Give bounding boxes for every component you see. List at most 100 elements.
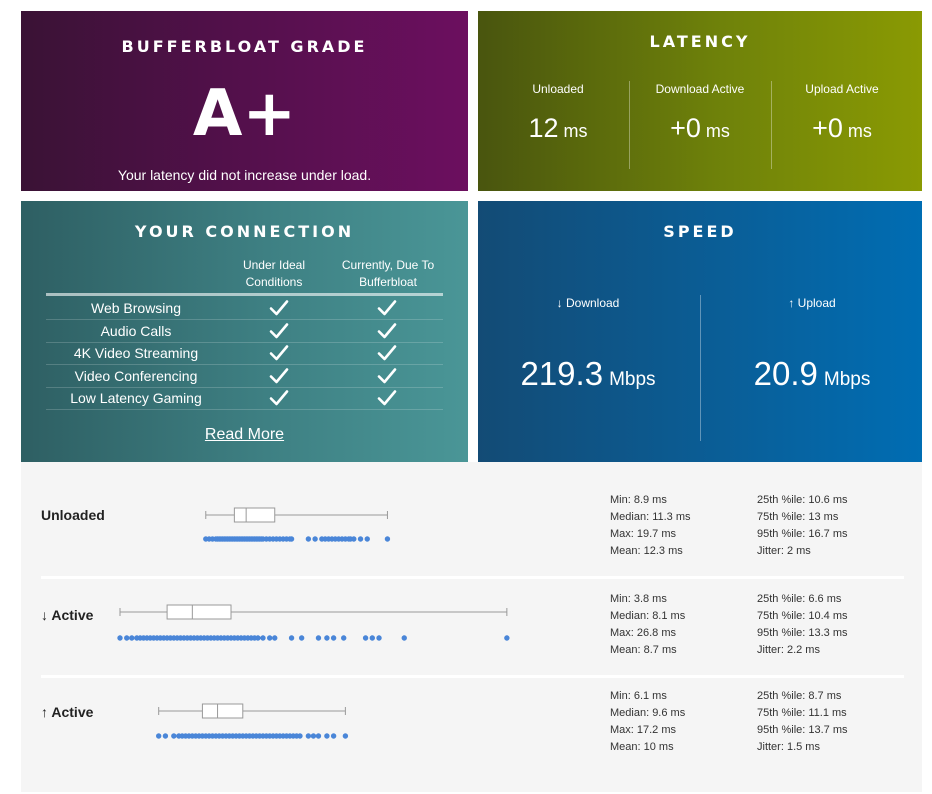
stat-p95: 95th %ile: 13.3 ms <box>757 627 848 639</box>
row-separator <box>41 576 904 579</box>
stat-jitter: Jitter: 1.5 ms <box>757 741 820 753</box>
check-icon <box>269 389 289 407</box>
latency-unloaded-unit: ms <box>563 121 588 141</box>
latency-details: Unloaded Min: 8.9 ms Median: 11.3 ms Max… <box>21 462 922 792</box>
data-point <box>341 635 347 641</box>
detail-row-download-active: ↓ Active Min: 3.8 ms Median: 8.1 ms Max:… <box>21 579 922 677</box>
stat-p25: 25th %ile: 8.7 ms <box>757 690 842 702</box>
stat-p75: 75th %ile: 11.1 ms <box>757 707 847 719</box>
connection-row-label: Low Latency Gaming <box>70 390 202 406</box>
data-point <box>288 536 295 542</box>
stat-min: Min: 8.9 ms <box>610 494 667 506</box>
stat-min: Min: 6.1 ms <box>610 690 667 702</box>
data-point <box>330 635 337 641</box>
connection-row-label: Video Conferencing <box>74 367 198 384</box>
download-speed: ↓ Download 219.3 Mbps <box>488 295 688 399</box>
data-point <box>260 635 266 641</box>
data-point <box>310 733 317 739</box>
iqr-box <box>201 703 244 719</box>
speed-card: SPEED ↓ Download 219.3 Mbps ↑ Upload 20.9… <box>478 201 922 462</box>
stats-right: 25th %ile: 6.6 ms 75th %ile: 10.4 ms 95t… <box>757 591 848 659</box>
detail-row-upload-active: ↑ Active Min: 6.1 ms Median: 9.6 ms Max:… <box>21 678 922 776</box>
latency-download-unit: ms <box>705 121 730 141</box>
connection-title: YOUR CONNECTION <box>134 222 355 241</box>
data-point <box>162 733 169 739</box>
data-point <box>266 635 273 641</box>
latency-upload-active: Upload Active +0 ms <box>772 81 912 146</box>
data-point <box>357 536 364 542</box>
check-icon <box>377 344 397 362</box>
connection-row: 4K Video Streaming <box>46 342 443 365</box>
stat-min: Min: 3.8 ms <box>610 593 667 605</box>
latency-unloaded-value: 12 <box>528 113 559 143</box>
latency-upload-unit: ms <box>847 121 872 141</box>
grade-title: BUFFERBLOAT GRADE <box>121 37 368 56</box>
upload-speed: ↑ Upload 20.9 Mbps <box>712 295 912 399</box>
latency-unloaded: Unloaded 12 ms <box>488 81 628 146</box>
row-separator <box>41 675 904 678</box>
connection-row-label: Audio Calls <box>100 322 172 339</box>
stat-jitter: Jitter: 2 ms <box>757 545 811 557</box>
check-icon <box>269 344 289 362</box>
stat-max: Max: 19.7 ms <box>610 528 677 540</box>
data-point <box>272 635 278 641</box>
data-point <box>305 536 312 542</box>
latency-divider <box>629 81 630 169</box>
upload-unit: Mbps <box>823 369 871 390</box>
detail-label: Unloaded <box>41 507 105 523</box>
stats-right: 25th %ile: 8.7 ms 75th %ile: 11.1 ms 95t… <box>757 688 848 756</box>
data-point <box>297 733 303 739</box>
latency-download-label: Download Active <box>655 82 745 96</box>
unloaded-boxplot <box>203 507 391 542</box>
data-point <box>504 635 510 641</box>
download-unit: Mbps <box>609 369 656 390</box>
upload-value: 20.9 <box>753 355 818 392</box>
data-point <box>362 635 369 641</box>
stat-max: Max: 17.2 ms <box>610 724 677 736</box>
connection-row: Low Latency Gaming <box>46 387 443 410</box>
data-point <box>342 733 349 739</box>
data-point <box>155 733 162 739</box>
stat-median: Median: 9.6 ms <box>610 707 686 719</box>
connection-row-label: 4K Video Streaming <box>73 345 199 361</box>
latency-divider <box>771 81 772 169</box>
latency-download-active: Download Active +0 ms <box>630 81 770 146</box>
stat-mean: Mean: 8.7 ms <box>610 644 677 656</box>
connection-card: YOUR CONNECTION Under Ideal Conditions C… <box>21 201 468 462</box>
check-icon <box>269 367 289 385</box>
check-icon <box>269 299 289 317</box>
check-icon <box>377 367 397 385</box>
data-point <box>324 733 330 739</box>
speed-divider <box>700 295 701 441</box>
data-point <box>255 635 261 641</box>
check-icon <box>377 299 397 317</box>
detail-label: ↓ Active <box>41 607 94 623</box>
stat-max: Max: 26.8 ms <box>610 627 677 639</box>
data-point <box>351 536 357 542</box>
latency-upload-label: Upload Active <box>805 82 879 96</box>
stat-jitter: Jitter: 2.2 ms <box>757 644 820 656</box>
data-point <box>364 536 370 542</box>
stats-left: Min: 3.8 ms Median: 8.1 ms Max: 26.8 ms … <box>610 591 685 659</box>
data-point <box>384 536 391 542</box>
stats-left: Min: 6.1 ms Median: 9.6 ms Max: 17.2 ms … <box>610 688 685 756</box>
data-point <box>376 635 382 641</box>
check-icon <box>269 322 289 340</box>
data-point <box>171 733 177 739</box>
data-point <box>129 635 135 641</box>
stat-median: Median: 8.1 ms <box>610 610 686 622</box>
detail-row-unloaded: Unloaded Min: 8.9 ms Median: 11.3 ms Max… <box>21 462 922 560</box>
check-icon <box>377 389 397 407</box>
latency-card: LATENCY Unloaded 12 ms Download Active +0… <box>478 11 922 191</box>
download-active-boxplot <box>117 604 510 641</box>
grade-value: A+ <box>192 77 297 151</box>
connection-row: Audio Calls <box>46 320 443 343</box>
download-value: 219.3 <box>520 355 604 392</box>
download-label: ↓ Download <box>556 296 620 310</box>
stat-p95: 95th %ile: 16.7 ms <box>757 528 848 540</box>
latency-unloaded-label: Unloaded <box>532 82 584 96</box>
read-more-link[interactable]: Read More <box>204 426 285 443</box>
stat-p75: 75th %ile: 13 ms <box>757 511 839 523</box>
connection-row: Video Conferencing <box>46 365 443 388</box>
stat-p95: 95th %ile: 13.7 ms <box>757 724 848 736</box>
